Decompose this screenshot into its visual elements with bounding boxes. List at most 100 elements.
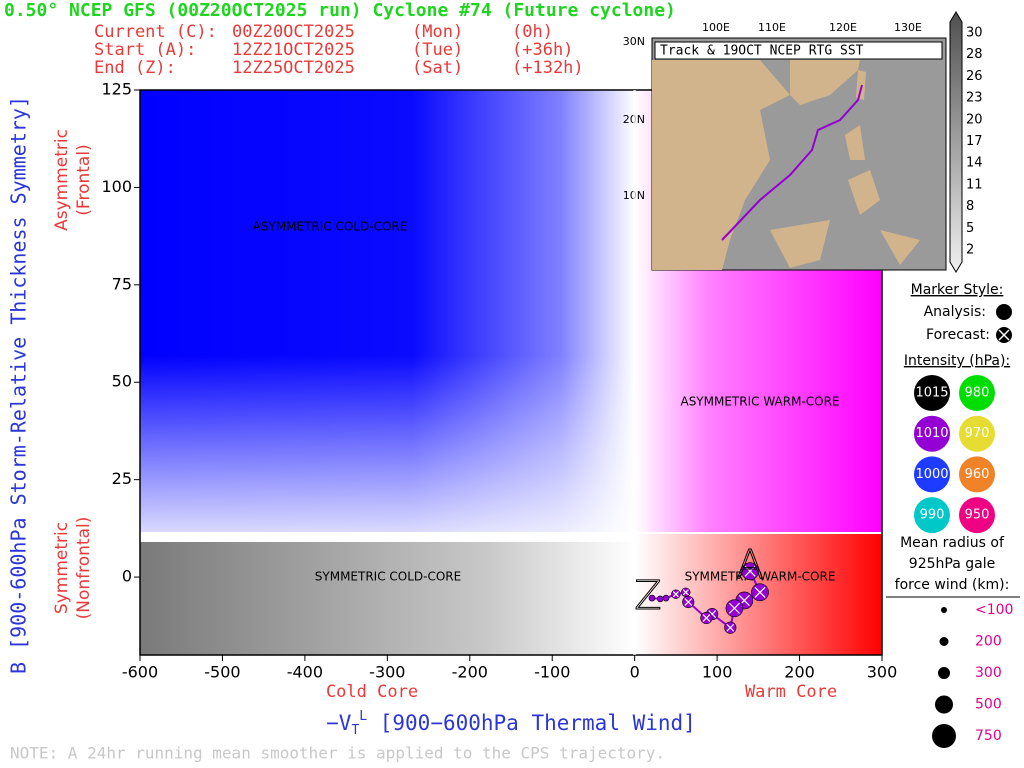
- title: 0.50° NCEP GFS (00Z20OCT2025 run) Cyclon…: [4, 0, 676, 21]
- legend-title: force wind (km):: [895, 577, 1010, 593]
- intensity-swatch: [959, 375, 995, 411]
- forecast-cross: [754, 586, 766, 598]
- analysis-symbol: [996, 304, 1012, 320]
- intensity-label: 950: [965, 508, 990, 523]
- forecast-cross: [998, 329, 1010, 341]
- map-land: [790, 60, 860, 105]
- forecast-cross: [728, 602, 740, 614]
- x-tick-label: 300: [867, 663, 898, 682]
- colorbar: [949, 11, 963, 273]
- size-label: 500: [975, 697, 1002, 713]
- map-title: Track & 19OCT NCEP RTG SST: [660, 44, 864, 59]
- map-title-box: [654, 41, 943, 60]
- size-label: 300: [975, 665, 1002, 681]
- x-axis-label-part: L: [359, 709, 367, 724]
- quadrant-label: ASYMMETRIC COLD-CORE: [253, 220, 408, 234]
- forecast-cross: [672, 591, 679, 598]
- y-tick-label: 25: [112, 469, 132, 488]
- size-label: 200: [975, 634, 1002, 650]
- end-marker: Z: [634, 573, 661, 619]
- colorbar-label: 2: [966, 243, 974, 258]
- header-cell: (+132h): [512, 58, 584, 78]
- lon-label: 120E: [829, 21, 857, 34]
- header-cell: 12Z21OCT2025: [232, 40, 355, 60]
- intensity-label: 1010: [915, 426, 948, 441]
- forecast-cross: [684, 598, 693, 606]
- size-swatch: [935, 695, 953, 714]
- legend-title: Mean radius of: [900, 535, 1005, 551]
- size-label: 750: [975, 728, 1002, 744]
- legend-title: 925hPa gale: [909, 556, 995, 572]
- lon-label: 130E: [894, 21, 922, 34]
- intensity-swatch: [914, 456, 950, 493]
- size-swatch: [932, 724, 956, 748]
- size-swatch: [938, 667, 950, 679]
- map-land: [652, 60, 790, 270]
- y-tick-label: 75: [112, 274, 132, 293]
- intensity-swatch: [959, 456, 995, 493]
- size-swatch: [941, 607, 947, 613]
- cold-asym-fade: [140, 90, 635, 532]
- colorbar-labels: 30 28 26 23 20 17 14 11 8 5 2: [966, 26, 983, 258]
- x-side-label: Warm Core: [745, 682, 837, 702]
- x-tick-label: -300: [369, 663, 405, 682]
- x-axis-label: −VTL [900−600hPa Thermal Wind]: [326, 709, 696, 738]
- quadrant-label: ASYMMETRIC WARM-CORE: [680, 395, 839, 409]
- header-cell: 00Z20OCT2025: [232, 22, 355, 42]
- x-axis-label-part: T: [351, 723, 359, 738]
- forecast-cross: [702, 614, 711, 622]
- map-land: [770, 70, 920, 268]
- header-cell: (Tue): [412, 40, 463, 60]
- y-tick-label: 100: [101, 177, 132, 196]
- y-side-label: Symmetric: [52, 522, 72, 614]
- lon-label: 100E: [702, 21, 730, 34]
- note: NOTE: A 24hr running mean smoother is ap…: [10, 744, 665, 763]
- legend-text: Forecast:: [926, 327, 990, 343]
- map-inset: Track & 19OCT NCEP RTG SST 100E 110E 120…: [623, 11, 963, 273]
- header-cell: (+36h): [512, 40, 573, 60]
- y-side-label: (Nonfrontal): [74, 517, 94, 620]
- y-tick-label: 0: [122, 567, 132, 586]
- x-side-label: Cold Core: [326, 682, 418, 702]
- y-tick-label: 125: [101, 80, 132, 99]
- quadrant-label: SYMMETRIC WARM-CORE: [685, 570, 836, 584]
- legend-title: Intensity (hPa):: [904, 353, 1010, 369]
- x-tick-label: -500: [204, 663, 240, 682]
- header-cell: 12Z25OCT2025: [232, 58, 355, 78]
- forecast-cross: [744, 565, 756, 577]
- colorbar-label: 14: [966, 156, 983, 171]
- header-cell: (Mon): [412, 22, 463, 42]
- colorbar-label: 23: [966, 91, 983, 106]
- intensity-label: 1015: [915, 386, 948, 401]
- x-tick-label: -200: [452, 663, 488, 682]
- x-tick-label: 0: [630, 663, 640, 682]
- y-tick-label: 50: [112, 372, 132, 391]
- colorbar-label: 11: [966, 177, 983, 192]
- colorbar-label: 26: [966, 69, 983, 84]
- colorbar-label: 8: [966, 199, 974, 214]
- header-cell: End (Z):: [94, 58, 176, 78]
- map-track: [721, 84, 863, 241]
- header-cell: Start (A):: [94, 40, 196, 60]
- trajectory-point: [662, 594, 670, 602]
- intensity-swatch: [914, 497, 950, 534]
- intensity-label: 1000: [915, 467, 948, 482]
- size-swatch: [939, 637, 949, 646]
- colorbar-label: 17: [966, 134, 983, 149]
- intensity-label: 980: [965, 386, 990, 401]
- trajectory-point: [656, 595, 664, 603]
- quadrant-label: SYMMETRIC COLD-CORE: [315, 570, 461, 584]
- intensity-label: 960: [965, 467, 990, 482]
- plot-frame: [139, 89, 883, 656]
- x-tick-label: -600: [122, 663, 158, 682]
- y-side-label: (Frontal): [74, 144, 94, 215]
- intensity-swatch: [914, 375, 950, 411]
- intensity-label: 990: [920, 508, 945, 523]
- colorbar-label: 28: [966, 47, 983, 62]
- header-cell: Current (C):: [94, 22, 217, 42]
- trajectory-point: [648, 594, 656, 602]
- colorbar-label: 30: [966, 26, 983, 41]
- colorbar-label: 20: [966, 112, 983, 127]
- lon-label: 110E: [758, 21, 786, 34]
